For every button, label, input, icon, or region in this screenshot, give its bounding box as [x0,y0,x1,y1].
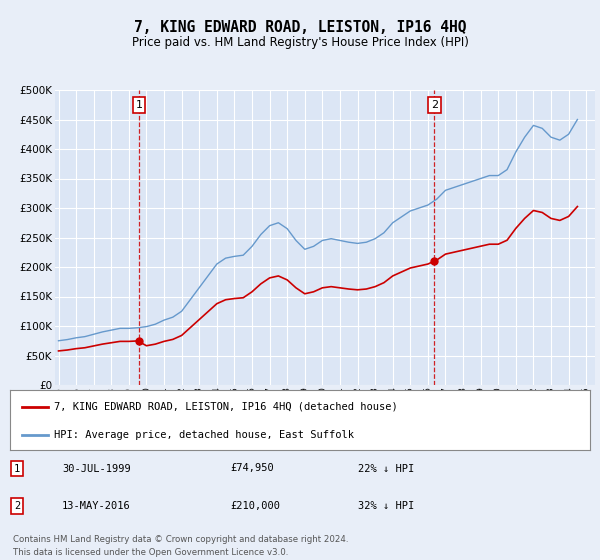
Text: 32% ↓ HPI: 32% ↓ HPI [358,501,414,511]
Text: £74,950: £74,950 [230,464,274,474]
Text: 2: 2 [14,501,20,511]
Text: This data is licensed under the Open Government Licence v3.0.: This data is licensed under the Open Gov… [13,548,289,557]
Text: 30-JUL-1999: 30-JUL-1999 [62,464,131,474]
Text: HPI: Average price, detached house, East Suffolk: HPI: Average price, detached house, East… [53,430,353,440]
Text: Price paid vs. HM Land Registry's House Price Index (HPI): Price paid vs. HM Land Registry's House … [131,36,469,49]
Text: 1: 1 [136,100,143,110]
Text: £210,000: £210,000 [230,501,280,511]
Text: Contains HM Land Registry data © Crown copyright and database right 2024.: Contains HM Land Registry data © Crown c… [13,535,349,544]
Text: 1: 1 [14,464,20,474]
Text: 2: 2 [431,100,438,110]
Text: 7, KING EDWARD ROAD, LEISTON, IP16 4HQ (detached house): 7, KING EDWARD ROAD, LEISTON, IP16 4HQ (… [53,402,397,412]
Text: 7, KING EDWARD ROAD, LEISTON, IP16 4HQ: 7, KING EDWARD ROAD, LEISTON, IP16 4HQ [134,20,466,35]
Text: 13-MAY-2016: 13-MAY-2016 [62,501,131,511]
Text: 22% ↓ HPI: 22% ↓ HPI [358,464,414,474]
